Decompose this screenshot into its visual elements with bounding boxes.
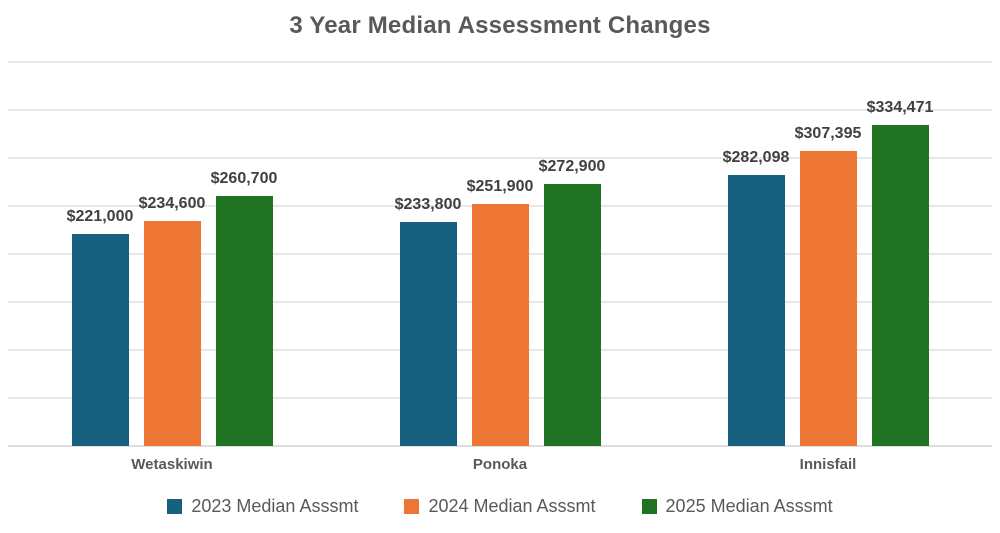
legend-item-2023: 2023 Median Asssmt xyxy=(167,496,358,517)
legend-label: 2025 Median Asssmt xyxy=(665,496,833,516)
bar-innisfail-2025 xyxy=(871,125,929,446)
gridline xyxy=(8,109,992,111)
bar-value-label: $221,000 xyxy=(66,208,134,225)
gridline xyxy=(8,61,992,63)
bar-wetaskiwin-2023 xyxy=(71,234,129,446)
bar-value-label: $234,600 xyxy=(138,195,206,212)
bar-value-label: $272,900 xyxy=(538,158,606,175)
bar-value-label: $233,800 xyxy=(394,196,462,213)
bar-innisfail-2024 xyxy=(799,151,857,446)
category-label-ponoka: Ponoka xyxy=(472,456,528,473)
bar-wetaskiwin-2025 xyxy=(215,196,273,446)
bar-ponoka-2025 xyxy=(543,184,601,446)
bar-value-label: $307,395 xyxy=(794,125,862,142)
legend-label: 2024 Median Asssmt xyxy=(428,496,596,516)
bar-value-label: $251,900 xyxy=(466,178,534,195)
legend: 2023 Median Asssmt 2024 Median Asssmt 2025… xyxy=(0,496,1000,517)
baseline-gridline xyxy=(8,445,992,447)
bar-wetaskiwin-2024 xyxy=(143,221,201,446)
legend-item-2025: 2025 Median Asssmt xyxy=(641,496,833,517)
legend-item-2024: 2024 Median Asssmt xyxy=(404,496,596,517)
bar-ponoka-2024 xyxy=(471,204,529,446)
chart-title: 3 Year Median Assessment Changes xyxy=(289,12,711,39)
legend-swatch-icon xyxy=(404,499,420,514)
bar-value-label: $282,098 xyxy=(722,149,790,166)
plot-area: $221,000 $234,600 $260,700 Wetaskiwin $233,8… xyxy=(8,61,992,473)
bar-innisfail-2023 xyxy=(727,175,785,446)
legend-label: 2023 Median Asssmt xyxy=(191,496,359,516)
bar-value-label: $260,700 xyxy=(210,170,278,187)
legend-swatch-icon xyxy=(167,499,183,514)
bar-ponoka-2023 xyxy=(399,222,457,446)
bar-value-label: $334,471 xyxy=(866,99,934,116)
category-label-wetaskiwin: Wetaskiwin xyxy=(131,456,213,473)
category-label-innisfail: Innisfail xyxy=(799,456,857,473)
gridline xyxy=(8,157,992,159)
legend-swatch-icon xyxy=(641,499,657,514)
